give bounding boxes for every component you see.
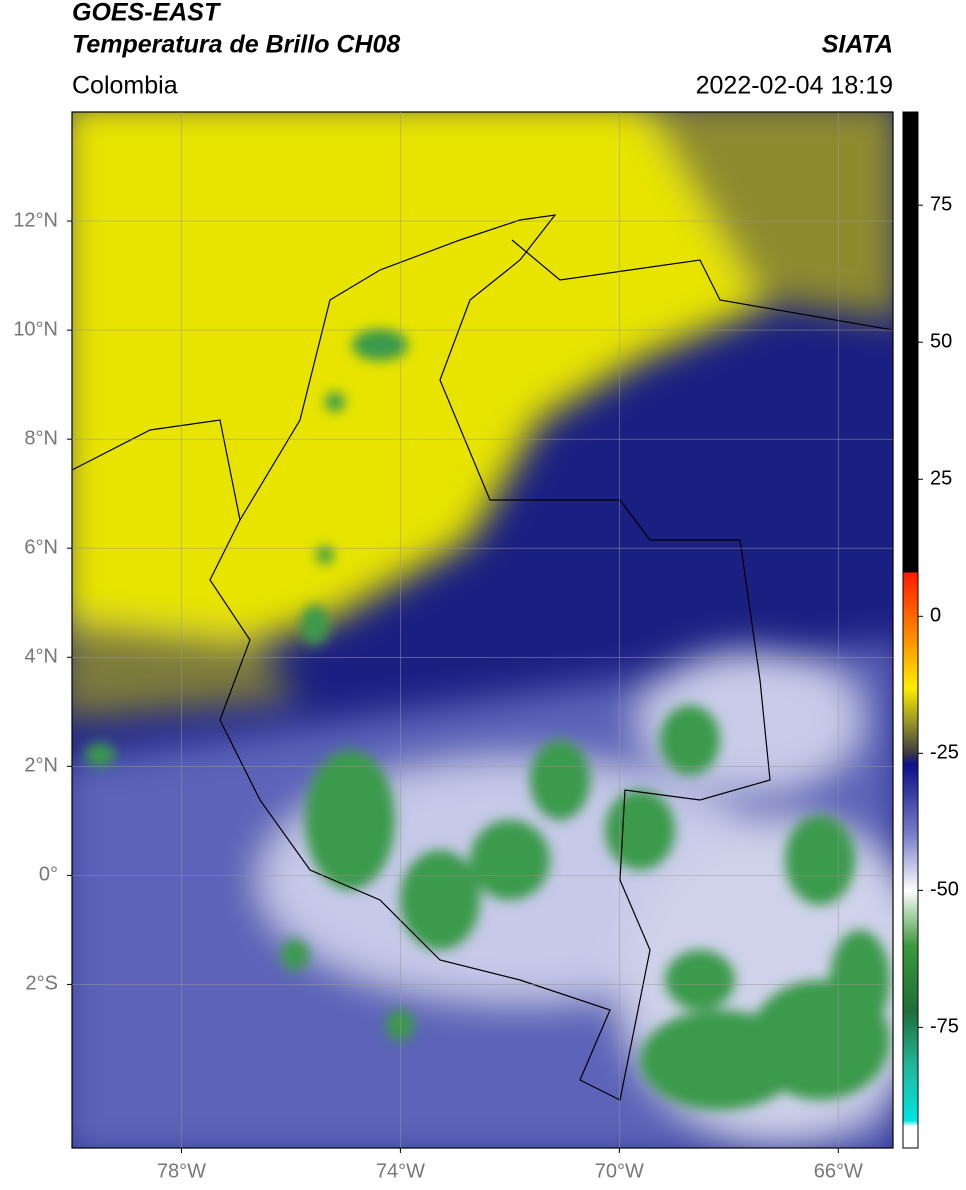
x-tick-label: 78°W	[157, 1160, 206, 1182]
y-tick-label: 6°N	[24, 536, 58, 558]
satellite-image	[72, 112, 893, 1148]
colorbar-segment	[903, 764, 918, 837]
x-tick-label: 74°W	[376, 1160, 425, 1182]
colorbar-tick-label: -75	[930, 1016, 959, 1038]
colorbar-tick-label: -25	[930, 742, 959, 764]
x-tick-label: 66°W	[814, 1160, 863, 1182]
colorbar-tick-label: 25	[930, 468, 952, 490]
map-frame	[71, 111, 894, 1149]
colorbar-segment	[903, 890, 918, 946]
y-tick-label: 0°	[39, 864, 58, 886]
subtitle: Temperatura de Brillo CH08	[72, 31, 400, 59]
colorbar-tick-label: -50	[930, 879, 959, 901]
colorbar-frame	[902, 111, 919, 1149]
colorbar-segment	[903, 753, 918, 765]
x-tick-label: 70°W	[595, 1160, 644, 1182]
colorbar-tick-label: 75	[930, 193, 952, 215]
colorbar-segment	[903, 1120, 918, 1127]
colorbar-segment	[903, 945, 918, 1012]
y-tick-label: 2°S	[26, 973, 58, 995]
colorbar-tick-label: 50	[930, 331, 952, 353]
colorbar-segment	[903, 1010, 918, 1067]
colorbar-segment	[903, 112, 918, 573]
y-tick-label: 8°N	[24, 427, 58, 449]
datetime: 2022-02-04 18:19	[696, 72, 893, 100]
colorbar-segment	[903, 835, 918, 891]
colorbar-tick-label: 0	[930, 605, 941, 627]
y-tick-label: 4°N	[24, 646, 58, 668]
colorbar-segment	[903, 572, 918, 645]
colorbar-segment	[903, 643, 918, 689]
colorbar-segment	[903, 1065, 918, 1122]
colorbar-segment	[903, 725, 918, 754]
title: GOES-EAST	[72, 0, 222, 27]
y-tick-label: 2°N	[24, 755, 58, 777]
y-tick-label: 12°N	[13, 209, 58, 231]
colorbar-segment	[903, 1126, 918, 1149]
source: SIATA	[822, 31, 893, 59]
colorbar-segment	[903, 687, 918, 727]
y-tick-label: 10°N	[13, 318, 58, 340]
region: Colombia	[72, 72, 178, 100]
